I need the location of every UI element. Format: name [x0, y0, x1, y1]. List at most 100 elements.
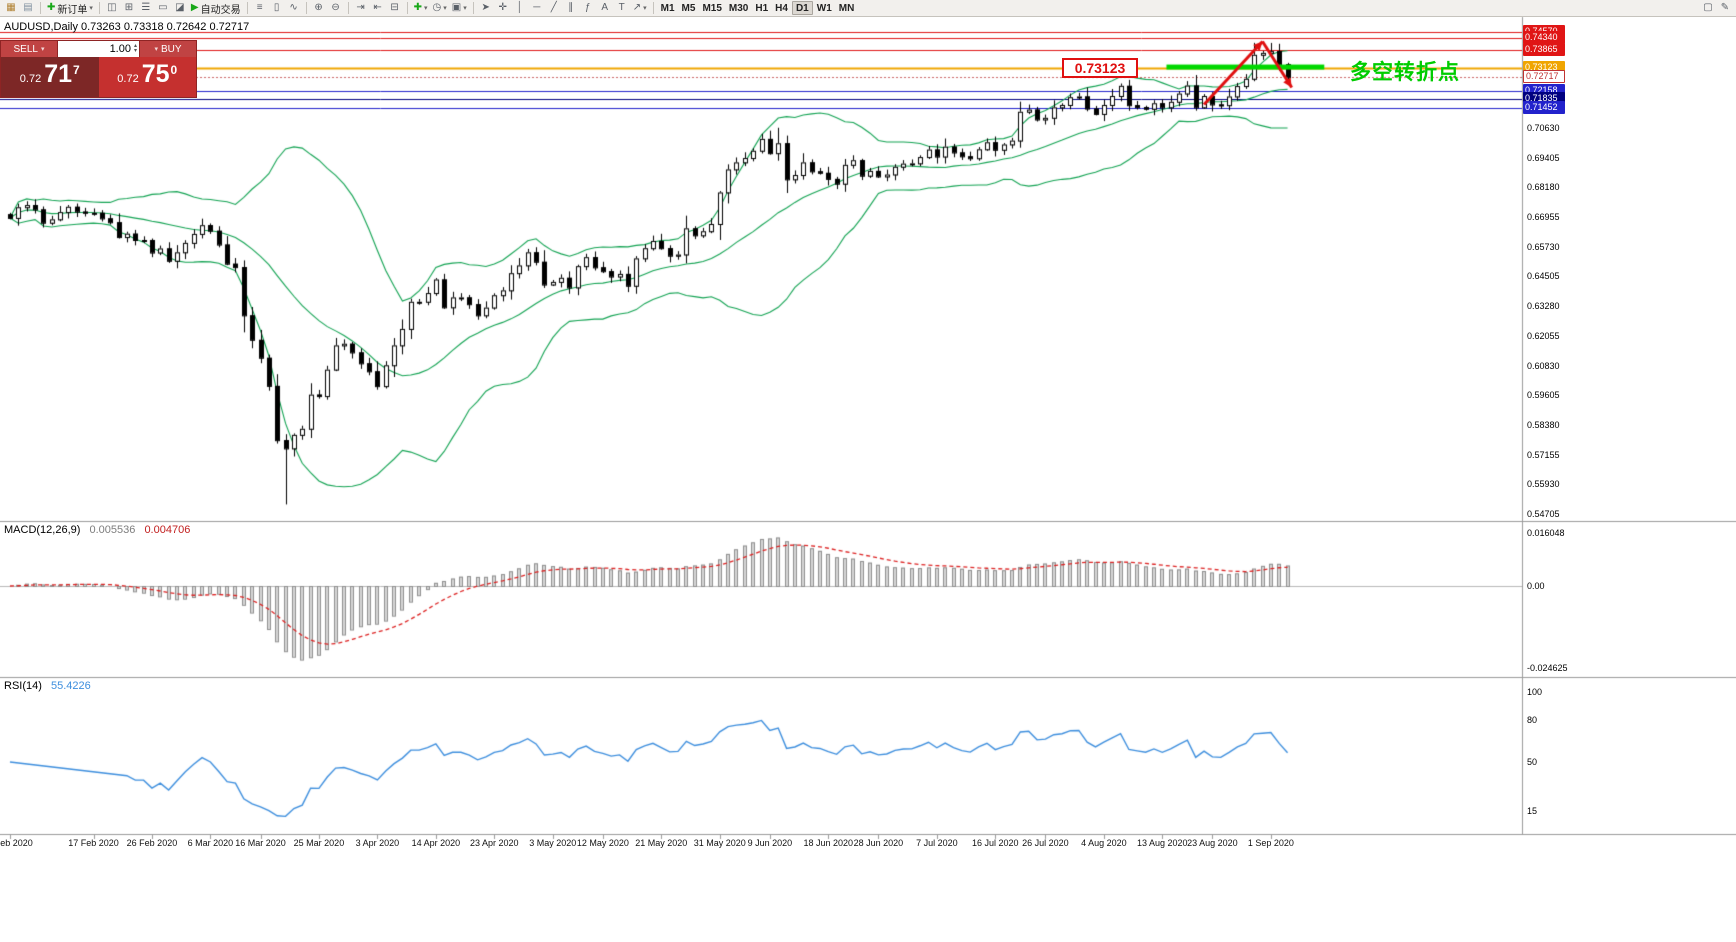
tf-m15-button[interactable]: M15 [699, 1, 724, 15]
crosshair-icon: ✛ [498, 2, 507, 13]
tf-h4-button-label: H4 [775, 2, 788, 14]
tile-windows-button[interactable]: ⊟ [387, 1, 403, 16]
data-window-icon: ⊞ [124, 2, 134, 13]
edit-icon: ✎ [1720, 2, 1730, 13]
toolbar-separator [472, 2, 474, 14]
text-icon: A [601, 2, 609, 13]
toolbar-separator [98, 2, 100, 14]
tf-m30-button-label: M30 [728, 2, 749, 14]
tf-w1-button[interactable]: W1 [814, 1, 835, 15]
tf-d1-button-label: D1 [795, 2, 809, 14]
caret-down-icon: ▾ [443, 5, 447, 12]
terminal-button[interactable]: ▭ [155, 1, 171, 16]
play-icon: ▶ [190, 2, 199, 13]
toolbar-separator [305, 2, 307, 14]
caret-down-icon: ▾ [643, 5, 647, 12]
caret-down-icon: ▾ [89, 5, 93, 12]
market-watch-button[interactable]: ◫ [104, 1, 120, 16]
tf-h1-button-label: H1 [755, 2, 769, 14]
tf-m15-button-label: M15 [702, 2, 722, 14]
chart-shift-button[interactable]: ⇤ [370, 1, 386, 16]
fullscreen-button[interactable]: ▢ [1700, 1, 1716, 16]
tf-w1-button-label: W1 [816, 2, 832, 14]
bar-chart-icon: ≡ [256, 2, 263, 13]
new-chart-button[interactable]: ▦ [3, 1, 19, 16]
candlestick-chart-button[interactable]: ▯ [269, 1, 285, 16]
horizontal-line-icon: ─ [533, 2, 541, 13]
horizontal-line-button[interactable]: ─ [529, 1, 545, 16]
plus-icon: ✚ [47, 2, 56, 13]
toolbar-separator [652, 2, 654, 14]
navigator-icon: ☰ [141, 2, 151, 13]
caret-down-icon: ▾ [463, 5, 467, 12]
strategy-tester-button[interactable]: ◪ [172, 1, 188, 16]
trendline-button[interactable]: ╱ [546, 1, 562, 16]
toolbar-separator [347, 2, 349, 14]
vertical-line-icon: │ [516, 2, 523, 13]
profiles-icon: ▤ [23, 2, 33, 13]
vertical-line-button[interactable]: │ [512, 1, 528, 16]
indicators-button[interactable]: ✚ ▾ [412, 1, 430, 16]
auto-scroll-icon: ⇥ [356, 2, 365, 13]
label-button[interactable]: T [614, 1, 630, 16]
fibonacci-icon: ƒ [584, 2, 591, 13]
zoom-out-icon: ⊖ [331, 2, 340, 13]
line-chart-icon: ∿ [289, 2, 298, 13]
auto-scroll-button[interactable]: ⇥ [353, 1, 369, 16]
navigator-button[interactable]: ☰ [138, 1, 154, 16]
trendline-icon: ╱ [550, 2, 557, 13]
tile-windows-icon: ⊟ [390, 2, 399, 13]
tf-d1-button[interactable]: D1 [791, 1, 813, 15]
toolbar-separator [40, 2, 41, 14]
tf-m30-button[interactable]: M30 [726, 1, 751, 15]
channel-icon: ∥ [568, 2, 574, 13]
tf-h4-button[interactable]: H4 [772, 1, 791, 15]
chart-window-icon: ▦ [6, 2, 16, 13]
new-order-button-label: 新订单 [57, 4, 88, 16]
toolbar: ▦ ▤ ✚ 新订单 ▾ ◫ ⊞ ☰ ▭ ◪ ▶ 自动交易 ≡ ▯ ∿ ⊕ ⊖ ⇥ ⇤ ⊟ ✚ ▾ ◷ ▾ ▣ ▾ ➤ ✛ │ ─ ╱ ∥ ƒ A T… [0, 0, 1736, 17]
arrow-icon: ↗ [632, 2, 642, 13]
tf-m5-button-label: M5 [681, 2, 696, 14]
autotrading-button-label: 自动交易 [200, 4, 241, 16]
toolbar-separator [406, 2, 408, 14]
market-watch-icon: ◫ [107, 2, 117, 13]
tf-m1-button-label: M1 [660, 2, 675, 14]
fibonacci-button[interactable]: ƒ [580, 1, 596, 16]
candlestick-icon: ▯ [273, 2, 280, 13]
toolbar-separator [246, 2, 248, 14]
bar-chart-button[interactable]: ≡ [252, 1, 268, 16]
chart-shift-icon: ⇤ [373, 2, 382, 13]
tf-m1-button[interactable]: M1 [658, 1, 678, 15]
strategy-tester-icon: ◪ [175, 2, 185, 13]
tf-mn-button[interactable]: MN [836, 1, 858, 15]
tf-m5-button[interactable]: M5 [679, 1, 699, 15]
template-icon: ▣ [451, 2, 462, 13]
cursor-icon: ➤ [481, 2, 490, 13]
arrows-button[interactable]: ↗ ▾ [631, 1, 649, 16]
new-order-button[interactable]: ✚ 新订单 ▾ [45, 1, 95, 16]
label-icon: T [618, 2, 625, 13]
zoom-out-button[interactable]: ⊖ [328, 1, 344, 16]
indicator-plus-icon: ✚ [413, 2, 422, 13]
caret-down-icon: ▾ [424, 5, 428, 12]
data-window-button[interactable]: ⊞ [121, 1, 137, 16]
zoom-in-button[interactable]: ⊕ [311, 1, 327, 16]
autotrading-button[interactable]: ▶ 自动交易 [189, 1, 243, 16]
terminal-icon: ▭ [158, 2, 168, 13]
zoom-in-icon: ⊕ [314, 2, 323, 13]
text-button[interactable]: A [597, 1, 613, 16]
templates-button[interactable]: ▣ ▾ [450, 1, 469, 16]
channel-button[interactable]: ∥ [563, 1, 579, 16]
fullscreen-icon: ▢ [1703, 2, 1713, 13]
cursor-button[interactable]: ➤ [478, 1, 494, 16]
print-button[interactable]: ✎ [1717, 1, 1733, 16]
tf-mn-button-label: MN [838, 2, 855, 14]
clock-icon: ◷ [432, 2, 442, 13]
line-chart-button[interactable]: ∿ [286, 1, 302, 16]
crosshair-button[interactable]: ✛ [495, 1, 511, 16]
tf-h1-button[interactable]: H1 [752, 1, 771, 15]
profiles-button[interactable]: ▤ [20, 1, 36, 16]
periods-button[interactable]: ◷ ▾ [431, 1, 449, 16]
